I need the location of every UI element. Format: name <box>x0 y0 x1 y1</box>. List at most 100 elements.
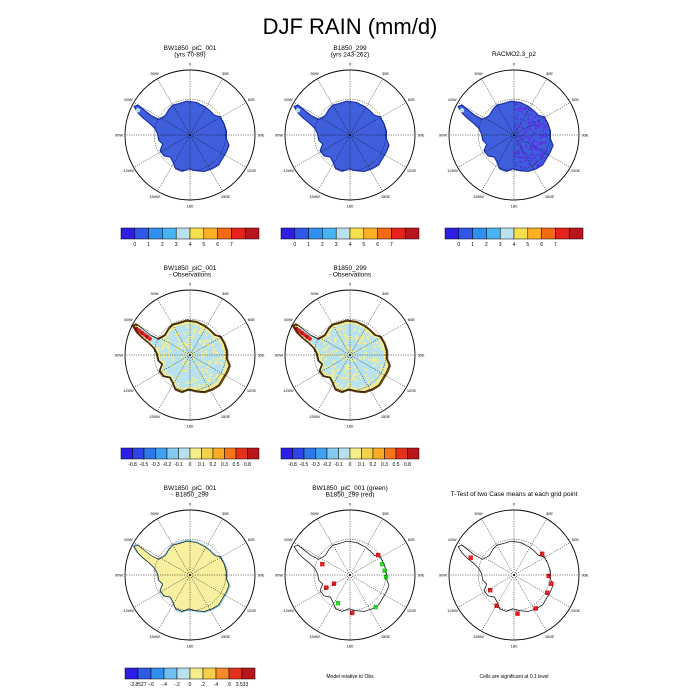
speckle-cell <box>529 138 532 141</box>
significant-cell <box>378 555 381 558</box>
colorbar-tick-label: 3 <box>175 242 178 248</box>
speckle-cell <box>540 134 543 137</box>
speckle-cell <box>376 380 379 384</box>
longitude-label: 180 <box>187 204 194 209</box>
speckle-cell <box>375 357 378 360</box>
speckle-cell <box>186 381 189 384</box>
speckle-cell <box>362 357 365 360</box>
colorbar-swatch <box>148 227 163 240</box>
speckle-cell <box>542 154 544 157</box>
speckle-cell <box>186 338 189 341</box>
speckle-cell <box>531 149 533 151</box>
speckle-cell <box>529 109 531 111</box>
speckle-cell <box>539 143 541 146</box>
speckle-cell <box>324 366 327 369</box>
speckle-cell <box>514 108 516 110</box>
speckle-cell <box>341 358 344 361</box>
longitude-label: 120E <box>247 388 257 393</box>
speckle-cell <box>539 123 542 125</box>
speckle-cell <box>351 358 354 361</box>
speckle-cell <box>190 347 193 350</box>
colorbar-tick-label: 2 <box>321 242 324 248</box>
significant-cell <box>376 552 379 556</box>
speckle-cell <box>523 159 526 162</box>
significant-cell <box>322 562 325 565</box>
significant-cell <box>352 612 355 616</box>
speckle-cell <box>533 120 535 123</box>
speckle-cell <box>385 377 388 381</box>
speckle-cell <box>532 144 534 147</box>
speckle-cell <box>323 342 326 345</box>
speckle-cell <box>371 358 374 361</box>
speckle-cell <box>386 385 389 388</box>
speckle-cell <box>163 344 166 348</box>
speckle-cell <box>545 161 548 164</box>
continent-field <box>457 100 554 173</box>
speckle-cell <box>205 339 208 342</box>
speckle-cell <box>208 339 211 343</box>
longitude-label: 30W <box>150 511 158 516</box>
speckle-cell <box>514 103 517 106</box>
speckle-cell <box>159 377 162 380</box>
speckle-cell <box>328 334 331 337</box>
speckle-cell <box>378 344 381 347</box>
speckle-cell <box>540 124 542 127</box>
latitude-circle <box>154 99 226 171</box>
colorbar-swatch <box>134 227 149 240</box>
speckle-cell <box>358 341 361 344</box>
colorbar-tick-label: -0.8 <box>128 462 137 468</box>
speckle-cell <box>516 140 519 142</box>
colorbar-swatch <box>377 227 392 240</box>
colorbar-swatch <box>235 447 248 460</box>
longitude-label: 150E <box>381 194 391 199</box>
speckle-cell <box>321 324 324 328</box>
speckle-cell <box>384 323 388 327</box>
speckle-cell <box>367 380 370 384</box>
colorbar-swatch <box>178 447 191 460</box>
colorbar-tick-label: 0 <box>189 462 192 468</box>
map-border <box>284 509 416 641</box>
significant-cell <box>535 606 538 609</box>
speckle-cell <box>516 122 519 125</box>
speckle-cell <box>356 341 360 345</box>
speckle-cell <box>544 141 547 144</box>
speckle-cell <box>514 155 517 157</box>
speckle-cell <box>223 352 226 355</box>
speckle-cell <box>528 148 531 151</box>
significant-cell <box>386 575 389 578</box>
speckle-cell <box>528 128 531 130</box>
speckle-cell <box>160 322 163 325</box>
speckle-cell <box>203 340 206 344</box>
longitude-label: 90W <box>115 133 123 138</box>
graticule <box>125 510 255 640</box>
speckle-cell <box>192 329 196 332</box>
significant-cell <box>546 575 549 579</box>
speckle-cell <box>210 333 214 336</box>
speckle-cell <box>525 145 527 148</box>
speckle-cell <box>534 162 537 165</box>
speckle-cell <box>166 337 169 341</box>
speckle-cell <box>324 334 328 337</box>
speckle-cell <box>332 372 335 376</box>
graticule <box>285 510 415 640</box>
colorbar-swatch <box>384 447 397 460</box>
speckle-cell <box>532 104 534 107</box>
speckle-cell <box>221 344 224 347</box>
speckle-cell <box>518 109 520 112</box>
longitude-label: 90W <box>275 573 283 578</box>
colorbar-tick-label: .4 <box>214 682 218 688</box>
speckle-cell <box>162 344 165 347</box>
speckle-cell <box>539 103 542 106</box>
speckle-cell <box>532 130 534 133</box>
speckle-cell <box>328 339 331 342</box>
speckle-cell <box>353 373 356 376</box>
colorbar-swatch <box>294 227 309 240</box>
colorbar-swatch <box>120 227 136 240</box>
longitude-label: 120W <box>123 168 134 173</box>
speckle-cell <box>535 103 538 105</box>
speckle-cell <box>190 352 193 355</box>
speckle-cell <box>326 353 329 356</box>
speckle-cell <box>522 155 524 157</box>
speckle-cell <box>523 152 525 154</box>
